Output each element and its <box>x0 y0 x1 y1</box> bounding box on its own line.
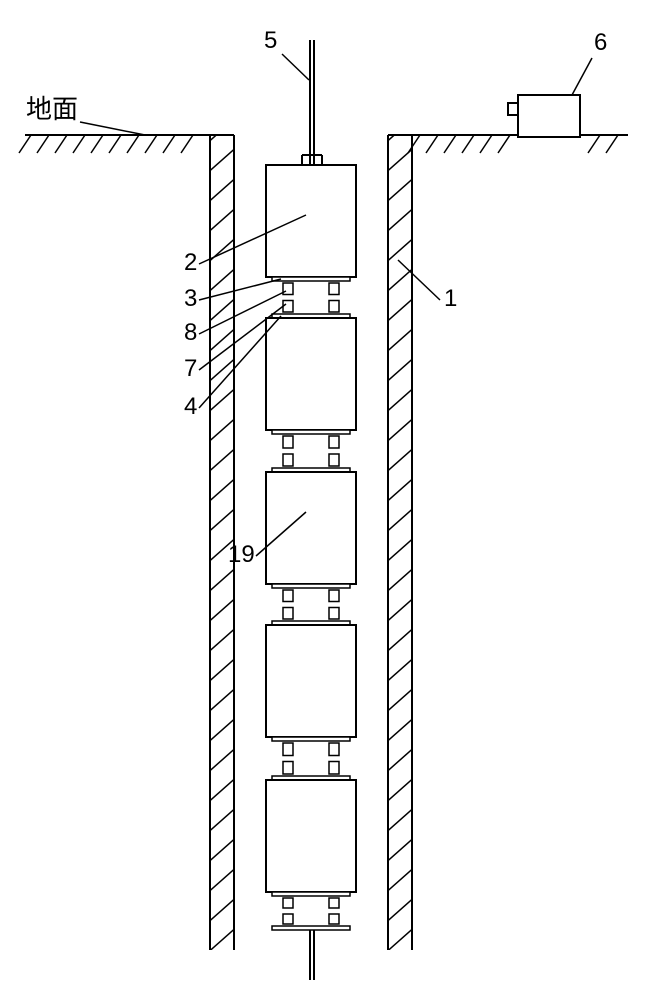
ref-5: 5 <box>264 27 277 54</box>
ref-3: 3 <box>184 285 197 312</box>
ref-1: 1 <box>444 285 457 312</box>
ref-4: 4 <box>184 393 197 420</box>
ref-8: 8 <box>184 319 197 346</box>
ref-19: 19 <box>228 541 255 568</box>
ref-7: 7 <box>184 355 197 382</box>
ref-6: 6 <box>594 29 607 56</box>
ground-label: 地面 <box>26 95 78 124</box>
ref-2: 2 <box>184 249 197 276</box>
